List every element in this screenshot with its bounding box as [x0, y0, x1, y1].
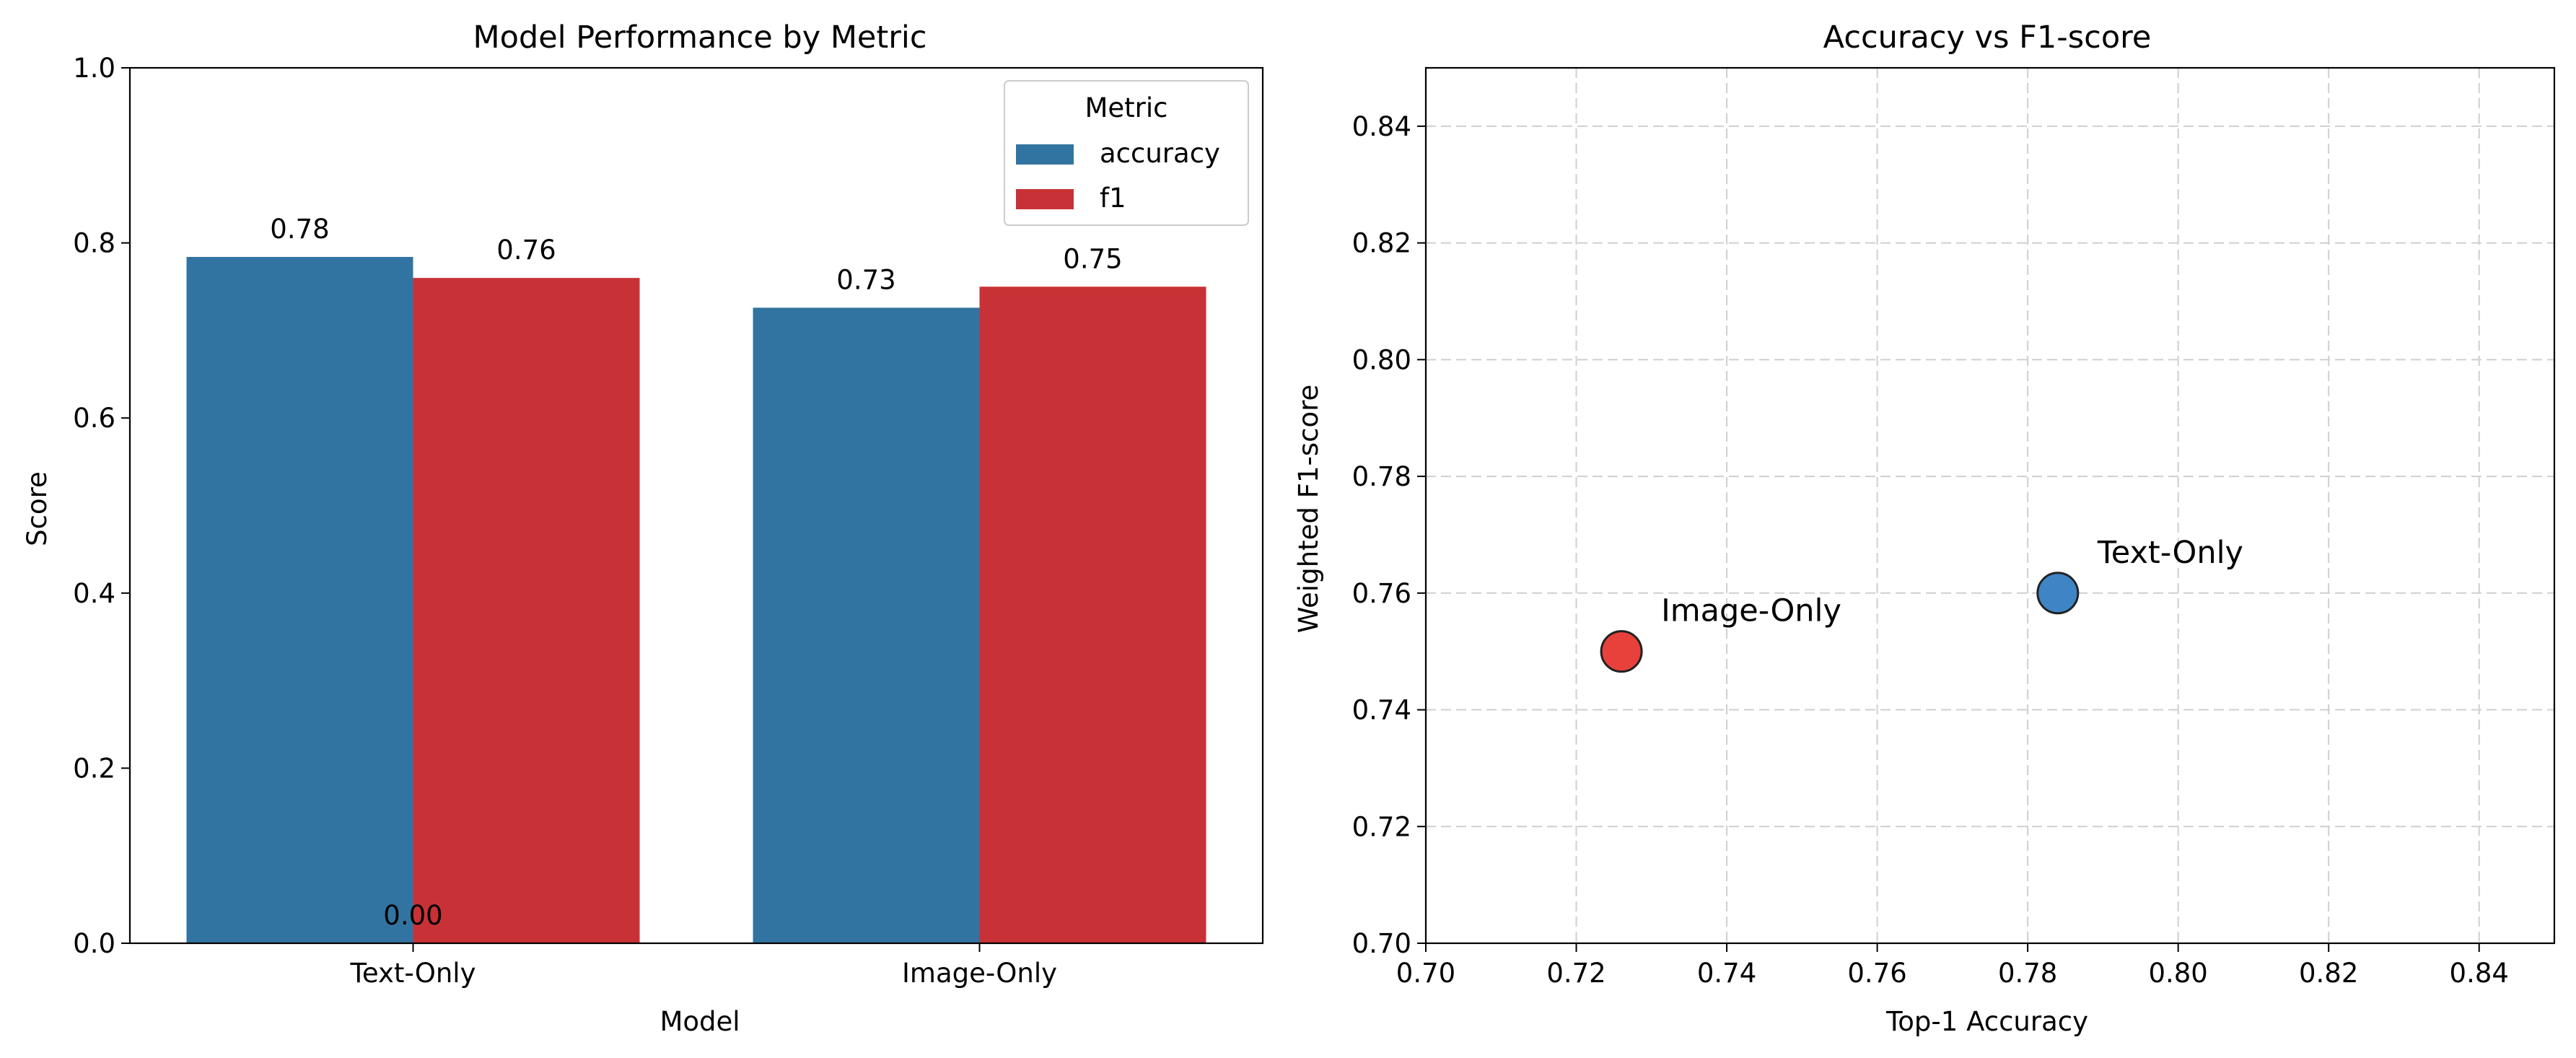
x-tick-label: 0.74	[1697, 958, 1756, 989]
y-tick-label: 1.0	[73, 53, 115, 84]
x-tick-label: 0.84	[2450, 958, 2509, 989]
x-tick-label: Image-Only	[902, 958, 1057, 989]
bar-value-label: 0.76	[496, 235, 556, 266]
bar-chart-xlabel: Model	[660, 1006, 740, 1037]
legend-label-accuracy: accuracy	[1100, 138, 1220, 169]
x-tick-label: 0.82	[2299, 958, 2358, 989]
bar-value-label: 0.75	[1063, 243, 1122, 274]
y-tick-label: 0.74	[1352, 695, 1411, 726]
scatter-chart-xlabel: Top-1 Accuracy	[1885, 1006, 2088, 1037]
bar-data-labels: 0.78 0.76 0.73 0.75 0.00	[270, 214, 1122, 931]
x-tick-label: 0.78	[1998, 958, 2057, 989]
legend-label-f1: f1	[1100, 183, 1126, 214]
y-tick-label: 0.78	[1352, 461, 1411, 492]
legend-swatch-accuracy	[1016, 144, 1074, 165]
y-tick-label: 0.0	[73, 928, 115, 959]
y-tick-label: 0.6	[73, 403, 115, 434]
y-tick-label: 0.4	[73, 578, 115, 609]
y-tick-label: 0.2	[73, 753, 115, 784]
scatter-point-Text-Only	[2036, 572, 2080, 615]
bar-value-label: 0.78	[270, 214, 329, 245]
bar-legend: Metric accuracy f1	[1004, 80, 1249, 226]
legend-title: Metric	[1085, 92, 1167, 123]
bar-value-label: 0.00	[383, 900, 442, 931]
scatter-marks: Text-Only Image-Only	[1600, 535, 2243, 673]
y-tick-label: 0.82	[1352, 228, 1411, 259]
x-tick-label: 0.76	[1847, 958, 1906, 989]
scatter-point-Image-Only	[1600, 630, 1643, 673]
scatter-point-label: Image-Only	[1661, 593, 1841, 629]
y-tick-label: 0.84	[1352, 111, 1411, 142]
bar-chart-title: Model Performance by Metric	[473, 19, 926, 56]
scatter-axes: 0.70 0.72 0.74 0.76 0.78 0.80 0.82 0.84 0.70 0.72…	[1352, 66, 2556, 989]
scatter-chart-ylabel: Weighted F1-score	[1293, 385, 1324, 634]
bar-accuracy-Text-Only	[186, 257, 413, 943]
scatter-point-label: Text-Only	[2097, 535, 2243, 571]
scatter-axes-frame	[1424, 66, 2556, 945]
y-tick-label: 0.76	[1352, 578, 1411, 609]
legend-swatch-f1	[1016, 189, 1074, 209]
bar-chart-ylabel: Score	[22, 471, 53, 546]
bar-f1-Text-Only	[413, 278, 640, 943]
scatter-chart-title: Accuracy vs F1-score	[1823, 19, 2152, 56]
bar-value-label: 0.73	[836, 264, 895, 295]
x-tick-label: 0.70	[1396, 958, 1455, 989]
x-tick-label: 0.80	[2148, 958, 2207, 989]
x-tick-label: 0.72	[1546, 958, 1605, 989]
y-tick-label: 0.70	[1352, 928, 1411, 959]
y-tick-label: 0.80	[1352, 344, 1411, 375]
scatter-grid	[1425, 68, 2554, 944]
y-tick-label: 0.72	[1352, 811, 1411, 842]
x-tick-label: Text-Only	[350, 958, 476, 989]
bar-f1-Image-Only	[979, 287, 1206, 943]
bar-accuracy-Image-Only	[753, 307, 980, 943]
bar-marks	[186, 257, 1206, 943]
y-tick-label: 0.8	[73, 228, 115, 259]
bar-axes-frame	[128, 66, 1264, 945]
bar-axes: 0.0 0.2 0.4 0.6 0.8 1.0 Text-Only Image-Only	[73, 53, 1264, 989]
